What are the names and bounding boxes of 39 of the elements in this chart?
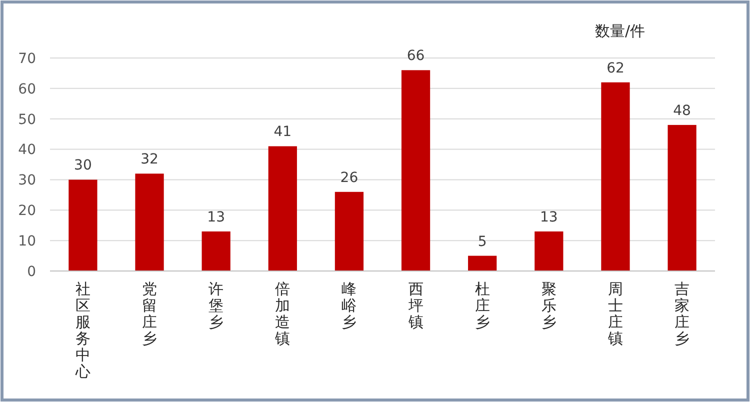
- bar: [68, 180, 98, 271]
- bar: [334, 192, 364, 271]
- y-tick-label: 70: [18, 50, 36, 67]
- bar: [534, 231, 564, 271]
- y-tick-label: 50: [18, 112, 36, 128]
- bar: [668, 124, 696, 271]
- x-tick-label: 社区服务中心: [74, 280, 90, 380]
- data-label: 13: [540, 209, 558, 226]
- data-label: 41: [274, 124, 292, 140]
- y-tick-label: 40: [18, 142, 36, 158]
- x-tick-label: 西坪镇: [407, 280, 424, 331]
- bar: [601, 82, 630, 271]
- y-tick-label: 10: [18, 233, 36, 250]
- data-label: 32: [140, 152, 158, 168]
- x-tick-label: 党留庄乡: [142, 280, 158, 348]
- bar: [135, 174, 164, 271]
- x-tick-label: 峰峪乡: [342, 280, 357, 331]
- x-tick-label: 许堡乡: [208, 280, 224, 331]
- x-tick-label: 杜庄乡: [474, 280, 490, 331]
- bar: [468, 256, 497, 271]
- y-tick-label: 0: [27, 264, 36, 280]
- y-tick-label: 20: [18, 203, 36, 220]
- y-axis-title: 数量/件: [594, 22, 646, 40]
- data-label: 66: [406, 48, 425, 64]
- data-label: 5: [478, 234, 487, 250]
- bar: [268, 146, 297, 271]
- x-tick-label: 周士庄镇: [606, 280, 623, 348]
- data-label: 13: [207, 209, 225, 226]
- data-label: 30: [74, 158, 92, 174]
- x-tick-label: 聚乐乡: [541, 280, 556, 331]
- y-tick-label: 60: [18, 81, 36, 98]
- bar: [202, 231, 230, 271]
- y-tick-label: 30: [18, 172, 36, 189]
- bar: [401, 70, 430, 271]
- data-label: 26: [340, 170, 358, 186]
- x-tick-label: 吉家庄乡: [674, 280, 690, 348]
- data-label: 48: [673, 102, 691, 119]
- x-tick-label: 倍加造镇: [274, 280, 290, 348]
- data-label: 62: [606, 60, 624, 76]
